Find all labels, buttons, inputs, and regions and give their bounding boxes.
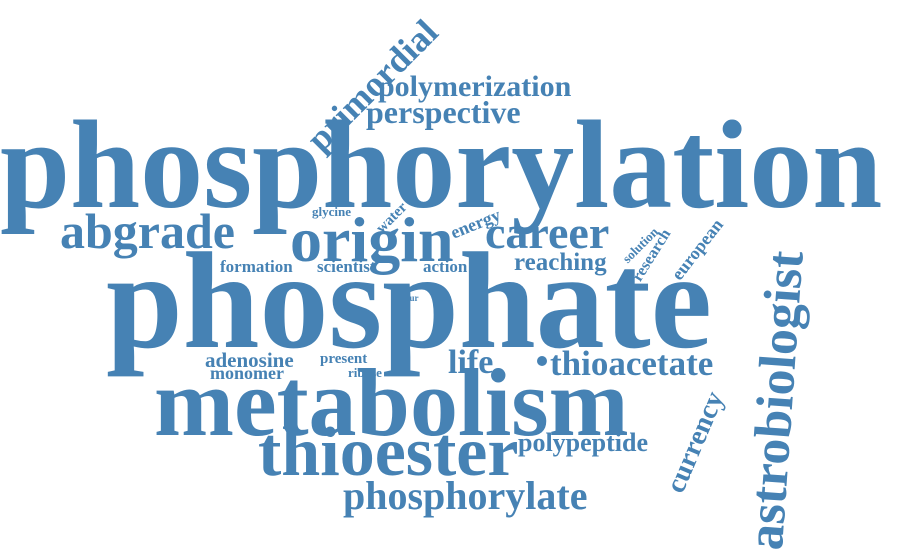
- word-thioacetate: thioacetate: [550, 344, 714, 383]
- word-career: career: [485, 207, 610, 258]
- word-phosphorylation: phosphorylation: [0, 96, 883, 235]
- word-astrobiologist: astrobiologist: [737, 249, 815, 549]
- word-life: life: [448, 344, 494, 381]
- word-present: present: [320, 351, 368, 367]
- word-phosphorylate: phosphorylate: [343, 473, 588, 518]
- word-metabolism: metabolism: [154, 349, 629, 456]
- word-abgrade: abgrade: [60, 203, 235, 259]
- word-origin: origin: [290, 204, 454, 275]
- word-phosphate: phosphate: [106, 224, 712, 377]
- word-hour: hour: [400, 293, 419, 303]
- word-reaching: reaching: [514, 249, 607, 276]
- word-action: action: [423, 257, 468, 276]
- word-polypeptide: polypeptide: [518, 428, 649, 457]
- word-scientist: scientist: [317, 257, 376, 276]
- word-glycine: glycine: [312, 204, 351, 219]
- bullet-dot: [537, 356, 547, 366]
- word-ribose: ribose: [348, 365, 382, 380]
- word-thioester: thioester: [258, 414, 519, 491]
- word-perspective: perspective: [366, 94, 521, 130]
- word-adenosine: adenosine: [205, 348, 294, 372]
- word-year: year: [434, 293, 451, 303]
- word-formation: formation: [220, 257, 293, 276]
- word-currency: currency: [660, 386, 731, 498]
- word-monomer: monomer: [210, 363, 284, 383]
- word-polymerization: polymerization: [378, 70, 572, 103]
